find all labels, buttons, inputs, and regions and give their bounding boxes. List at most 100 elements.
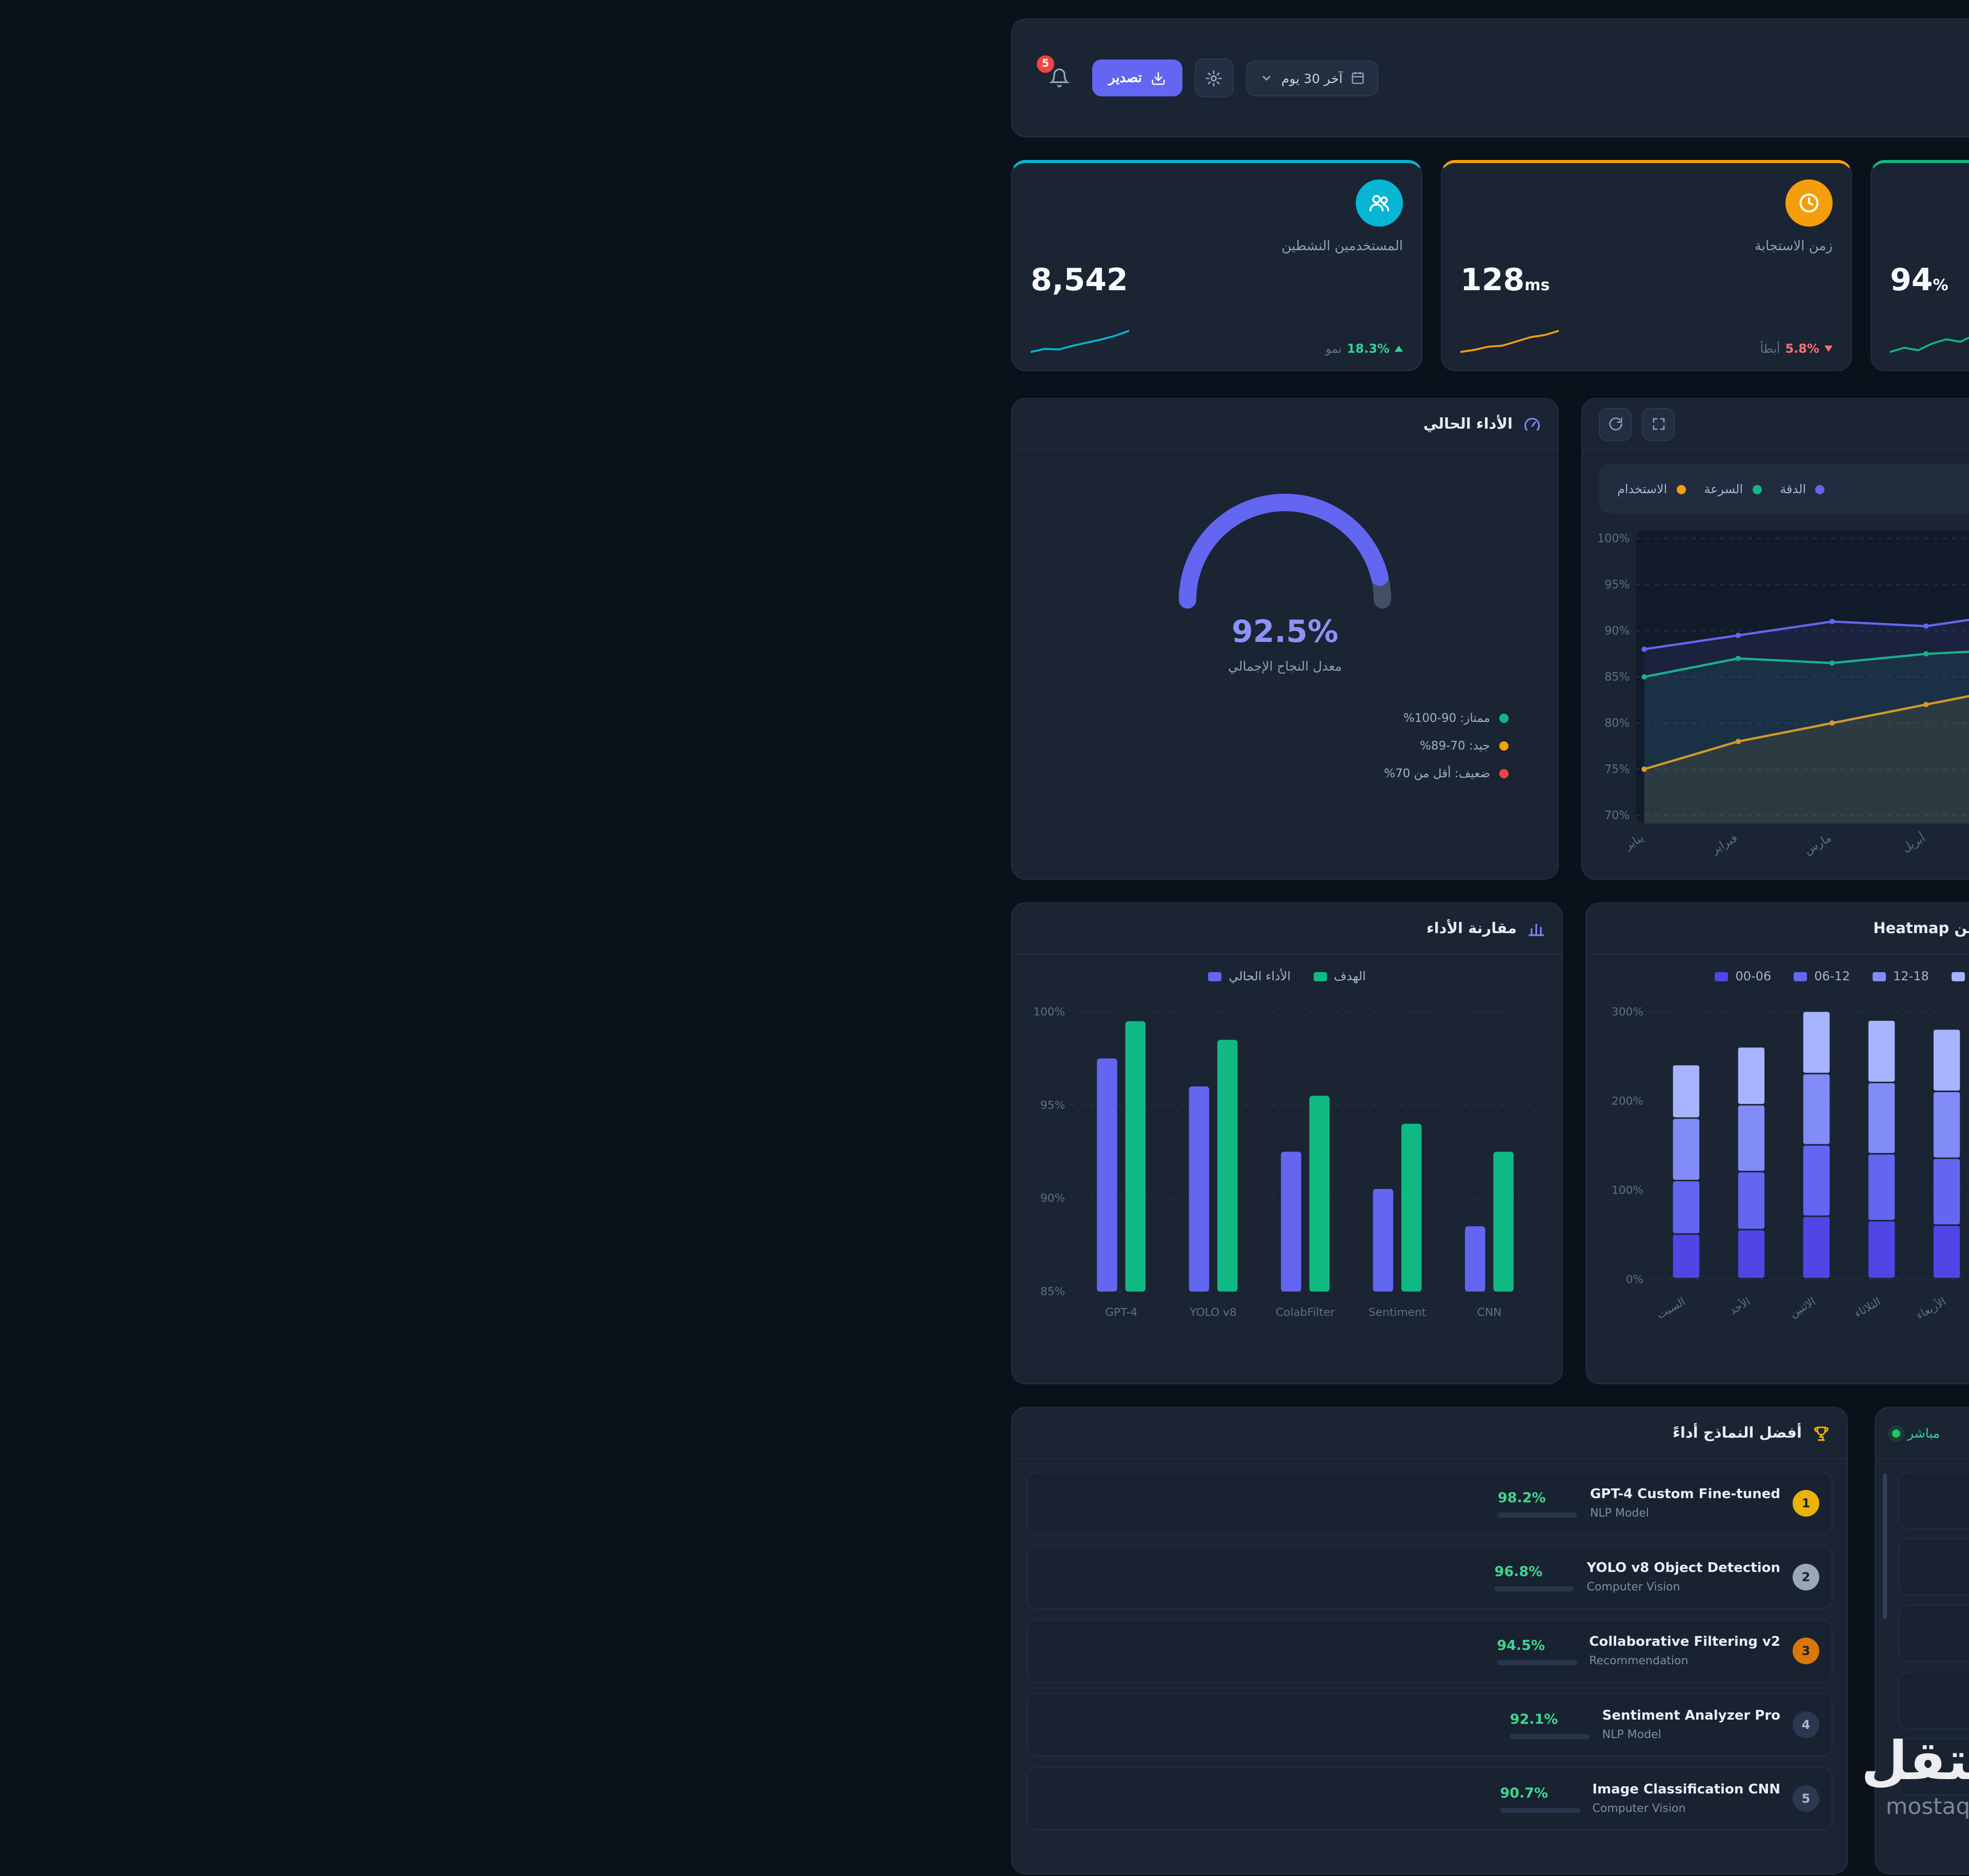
gauge-body: 92.5% معدل النجاح الإجمالي ممتاز: 90-100… bbox=[1012, 450, 1558, 780]
rank-badge: 3 bbox=[1793, 1638, 1819, 1664]
score-bar bbox=[1494, 1586, 1575, 1591]
card-title: الأداء الحالي bbox=[1423, 416, 1513, 432]
kpi-sparkline bbox=[1890, 336, 1969, 353]
gauge-legend: ممتاز: 90-100% جيد: 70-89% ضعيف: أقل من … bbox=[1384, 711, 1537, 780]
performance-comparison-card: مقارنة الأداء الأداء الحالي الهدف 85% 90%… bbox=[1011, 902, 1563, 1384]
page-header: لوحة تحليلات الذكاء الاصطناعي الرئيسية ل… bbox=[1011, 18, 1969, 137]
rank-badge: 1 bbox=[1793, 1490, 1819, 1517]
notifications-badge: 5 bbox=[1037, 55, 1054, 73]
success-gauge bbox=[1179, 494, 1391, 609]
comparison-bar-chart: 85% 90% 95% 100% GPT-4 YOLO v8 ColabFilter Sent… bbox=[1033, 1005, 1536, 1319]
kpi-active-users: المستخدمين النشطين 8,542 18.3% نمو bbox=[1011, 160, 1422, 371]
legend-dot bbox=[1499, 713, 1509, 722]
legend-speed: السرعة bbox=[1704, 482, 1762, 496]
feed-item: تحسن الأداء بنسبة 3.2% bbox=[1898, 1738, 1969, 1796]
kpi-title: زمن الاستجابة bbox=[1754, 239, 1833, 254]
kpi-title: معدل الدقة bbox=[1890, 239, 1969, 254]
refresh-button[interactable] bbox=[1599, 408, 1632, 440]
svg-text:95%: 95% bbox=[1040, 1099, 1065, 1112]
svg-text:0%: 0% bbox=[1626, 1273, 1643, 1286]
bar-chart-icon bbox=[1527, 919, 1545, 938]
kpi-change: 5.8% أبطأ bbox=[1760, 341, 1833, 356]
settings-button[interactable] bbox=[1194, 58, 1234, 97]
svg-text:100%: 100% bbox=[1033, 1005, 1065, 1018]
score-bar bbox=[1497, 1660, 1577, 1665]
legend-dot bbox=[1676, 485, 1686, 494]
trophy-icon bbox=[1812, 1424, 1831, 1442]
user-activity-heatmap-card: نشاط المستخدمين Heatmap 00-06 06-12 12-1… bbox=[1585, 902, 1969, 1384]
rank-badge: 2 bbox=[1793, 1564, 1819, 1590]
date-range-select[interactable]: آخر 30 يوم bbox=[1245, 60, 1379, 96]
svg-text:90%: 90% bbox=[1604, 624, 1630, 637]
top-models-card: أفضل النماذج أداءً 1 GPT-4 Custom Fine-t… bbox=[1011, 1407, 1848, 1874]
svg-text:مارس: مارس bbox=[1802, 831, 1834, 857]
users-icon bbox=[1356, 179, 1403, 227]
svg-text:GPT-4: GPT-4 bbox=[1105, 1306, 1137, 1319]
score-bar bbox=[1500, 1807, 1580, 1812]
legend-accuracy: الدقة bbox=[1780, 482, 1825, 496]
card-header: أداء النماذج عبر الزمن bbox=[1582, 399, 1969, 450]
svg-text:85%: 85% bbox=[1040, 1285, 1065, 1298]
export-button[interactable]: تصدير bbox=[1092, 59, 1182, 96]
legend-dot bbox=[1815, 485, 1825, 494]
model-row: 1 GPT-4 Custom Fine-tuned NLP Model 98.2% bbox=[1027, 1471, 1833, 1535]
kpi-row: إجمالي النماذج 247 12.5% من الشهر الماضي… bbox=[1011, 160, 1969, 371]
svg-text:80%: 80% bbox=[1604, 716, 1630, 730]
main-content: لوحة تحليلات الذكاء الاصطناعي الرئيسية ل… bbox=[985, 0, 1969, 1876]
model-row: 5 Image Classification CNN Computer Visio… bbox=[1027, 1767, 1833, 1830]
kpi-footer: 3.2% تحسن هذا الشهر bbox=[1890, 325, 1969, 356]
comparison-chart-area: 85% 90% 95% 100% GPT-4 YOLO v8 ColabFilter Sent… bbox=[1012, 983, 1562, 1328]
bell-icon bbox=[1049, 68, 1070, 88]
expand-button[interactable] bbox=[1642, 408, 1675, 440]
k pi-change: 18.3% نمو bbox=[1325, 341, 1403, 356]
legend-good: جيد: 70-89% bbox=[1384, 738, 1509, 753]
card-header: النشاط المباشر مباشر bbox=[1876, 1408, 1969, 1459]
kpi-accuracy-rate: معدل الدقة 94% 3.2% تحسن هذا الشهر bbox=[1871, 160, 1969, 371]
current-performance-card: الأداء الحالي 92.5% معدل النجاح الإجمالي… bbox=[1011, 398, 1559, 880]
svg-text:95%: 95% bbox=[1604, 578, 1630, 591]
svg-text:السبت: السبت bbox=[1655, 1295, 1687, 1322]
date-range-label: آخر 30 يوم bbox=[1281, 70, 1343, 86]
row-analytics: توزيع أنواع النماذج NLP Models 45% Compu… bbox=[1011, 902, 1969, 1384]
svg-text:90%: 90% bbox=[1040, 1192, 1065, 1205]
legend-weak: ضعيف: أقل من 70% bbox=[1384, 766, 1509, 780]
scrollbar[interactable] bbox=[1883, 1474, 1887, 1619]
chevron-down-icon bbox=[1259, 71, 1273, 85]
feed-item: مستخدم جديد: محمد أحمدمنذ 12 دقيقة bbox=[1898, 1605, 1969, 1662]
legend-12-18: 12-18 bbox=[1873, 969, 1929, 983]
kpi-footer: 5.8% أبطأ bbox=[1460, 325, 1833, 356]
score-bar bbox=[1497, 1512, 1578, 1517]
gauge-value: 92.5% bbox=[1231, 614, 1339, 650]
svg-text:100%: 100% bbox=[1599, 532, 1630, 545]
gauge-icon bbox=[1523, 415, 1541, 433]
kpi-value: 128ms bbox=[1460, 263, 1550, 298]
svg-text:75%: 75% bbox=[1604, 762, 1630, 776]
card-title: نشاط المستخدمين Heatmap bbox=[1873, 920, 1969, 937]
model-row: 4 Sentiment Analyzer Pro NLP Model 92.1% bbox=[1027, 1693, 1833, 1757]
svg-text:CNN: CNN bbox=[1477, 1306, 1502, 1319]
svg-text:الاثنين: الاثنين bbox=[1787, 1295, 1818, 1320]
row-performance: أداء النماذج عبر الزمن يومي أسبوعي شهري … bbox=[1011, 398, 1969, 880]
rank-badge: 4 bbox=[1793, 1711, 1819, 1738]
svg-text:ColabFilter: ColabFilter bbox=[1276, 1306, 1335, 1319]
legend-dot bbox=[1752, 485, 1762, 494]
feed-item: تم تدريب نموذج GPT-4 Custom بنجاحمنذ دقي… bbox=[1898, 1471, 1969, 1529]
line-legend: الدقة السرعة الاستخدام bbox=[1609, 482, 1833, 496]
kpi-sparkline bbox=[1460, 330, 1559, 353]
legend-usage: الاستخدام bbox=[1617, 482, 1686, 496]
heatmap-chart-area: 0% 100% 200% 300% السبت الأحد الاثنين الثلاثاء ا… bbox=[1586, 983, 1969, 1328]
card-header: مقارنة الأداء bbox=[1012, 903, 1562, 955]
card-header: أفضل النماذج أداءً bbox=[1012, 1408, 1847, 1459]
feed-item: تم تحديث قاعدة البياناتمنذ 25 دقيقة bbox=[1898, 1671, 1969, 1729]
kpi-response-time: زمن الاستجابة 128ms 5.8% أبطأ bbox=[1441, 160, 1852, 371]
live-badge: مباشر bbox=[1892, 1425, 1940, 1441]
legend-00-06: 00-06 bbox=[1715, 969, 1771, 983]
arrow-down-icon bbox=[1824, 346, 1833, 352]
svg-text:الأحد: الأحد bbox=[1726, 1295, 1753, 1318]
download-icon bbox=[1150, 70, 1166, 86]
svg-text:70%: 70% bbox=[1604, 809, 1630, 822]
performance-line-chart: 70% 75% 80% 85% 90% 95% 100% يناير فبراير مارس أبر… bbox=[1599, 530, 1969, 857]
header-controls: آخر 30 يوم تصدير 5 bbox=[1037, 55, 1379, 98]
notifications-button[interactable]: 5 bbox=[1037, 55, 1080, 98]
svg-text:85%: 85% bbox=[1604, 670, 1630, 683]
